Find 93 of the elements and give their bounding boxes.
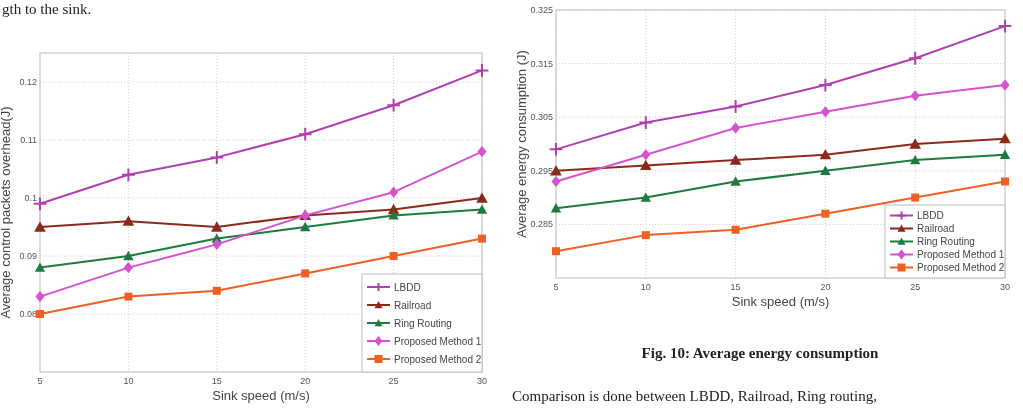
x-tick-label: 25 xyxy=(388,376,399,386)
legend-label: Railroad xyxy=(394,299,432,311)
text: Comparison is done between LBDD, Railroad, Ring routing, xyxy=(512,388,877,404)
point xyxy=(997,18,1013,34)
point xyxy=(478,234,486,243)
legend-label: Ring Routing xyxy=(917,236,975,247)
point xyxy=(209,150,225,165)
y-tick-label: 0.285 xyxy=(530,219,553,230)
point xyxy=(474,63,490,78)
x-tick-label: 10 xyxy=(640,282,651,292)
legend-label: Ring Routing xyxy=(394,317,452,329)
point xyxy=(550,203,562,213)
point xyxy=(911,193,920,202)
x-axis-title: Sink speed (m/s) xyxy=(731,294,830,309)
point xyxy=(638,115,654,130)
point xyxy=(122,215,135,226)
point xyxy=(548,141,564,157)
point xyxy=(477,146,487,158)
point xyxy=(211,221,223,232)
legend-label: LBDD xyxy=(917,210,944,221)
point xyxy=(124,292,133,301)
point xyxy=(820,165,831,175)
point xyxy=(999,132,1011,144)
point xyxy=(818,77,833,93)
point xyxy=(389,252,398,260)
legend-label: Proposed Method 2 xyxy=(917,262,1005,273)
point xyxy=(34,262,46,272)
legend-label: Proposed Method 1 xyxy=(917,249,1005,260)
point xyxy=(907,50,923,66)
y-tick-label: 0.315 xyxy=(530,58,553,69)
y-tick-label: 0.12 xyxy=(19,77,37,87)
point xyxy=(731,225,740,234)
x-tick-label: 30 xyxy=(476,376,488,386)
point xyxy=(819,148,832,160)
point xyxy=(476,192,488,203)
y-tick-label: 0.09 xyxy=(19,251,37,261)
x-tick-label: 30 xyxy=(999,282,1011,292)
y-tick-label: 0.08 xyxy=(19,309,37,319)
caption: Fig. 10: Average energy consumption xyxy=(641,345,880,361)
y-tick-label: 0.11 xyxy=(20,135,37,145)
point xyxy=(640,159,652,171)
point xyxy=(123,262,133,274)
point xyxy=(297,126,313,142)
legend-label: LBDD xyxy=(394,281,421,293)
point xyxy=(35,291,45,303)
y-axis-title: Average control packets overhead(J) xyxy=(0,106,13,319)
x-tick-label: 15 xyxy=(730,282,741,292)
point xyxy=(552,247,560,256)
point xyxy=(388,210,399,220)
point xyxy=(641,231,650,240)
point xyxy=(729,154,742,165)
text: gth to the sink. xyxy=(2,1,92,17)
point xyxy=(728,99,743,114)
x-axis-title: Sink speed (m/s) xyxy=(212,388,310,403)
x-tick-label: 10 xyxy=(123,376,134,386)
y-tick-label: 0.1 xyxy=(24,193,37,203)
point xyxy=(389,186,399,198)
x-tick-label: 20 xyxy=(820,282,831,292)
y-tick-label: 0.295 xyxy=(530,165,553,176)
point xyxy=(212,286,221,295)
point xyxy=(386,97,401,113)
point xyxy=(1000,79,1010,91)
x-tick-label: 20 xyxy=(300,376,311,386)
point xyxy=(34,221,46,232)
y-axis-title: Average energy consumption (J) xyxy=(514,50,529,238)
x-tick-label: 25 xyxy=(910,282,921,292)
point xyxy=(910,154,921,165)
point xyxy=(36,310,44,318)
point xyxy=(123,250,134,261)
point xyxy=(121,167,136,183)
point xyxy=(301,269,310,278)
point xyxy=(212,238,222,250)
point xyxy=(300,221,311,232)
point xyxy=(551,175,561,188)
point xyxy=(476,204,488,214)
y-tick-label: 0.325 xyxy=(530,5,553,15)
x-tick-label: 5 xyxy=(553,282,559,292)
legend-label: Proposed Method 1 xyxy=(394,335,482,347)
point xyxy=(1001,177,1009,186)
point xyxy=(731,122,741,134)
x-tick-label: 5 xyxy=(37,376,43,386)
point xyxy=(820,106,830,118)
point xyxy=(910,90,920,102)
point xyxy=(641,149,651,161)
point xyxy=(821,209,830,218)
legend-label: Proposed Method 2 xyxy=(394,353,482,365)
point xyxy=(640,192,651,202)
legend-label: Railroad xyxy=(917,223,955,234)
x-tick-label: 15 xyxy=(211,376,222,386)
point xyxy=(730,176,741,186)
y-tick-label: 0.305 xyxy=(530,112,553,123)
point xyxy=(909,138,921,149)
point xyxy=(999,149,1011,159)
